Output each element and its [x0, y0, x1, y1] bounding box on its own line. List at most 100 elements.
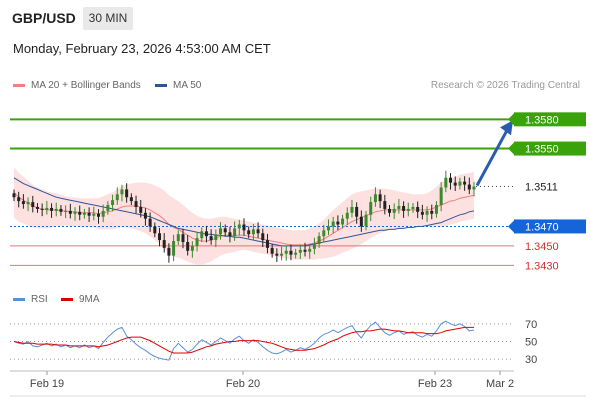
legend-rsi-label: RSI [31, 294, 48, 305]
candle-body [336, 221, 340, 225]
level-label-bg-1.3550 [514, 141, 586, 156]
bollinger-swatch [13, 83, 25, 87]
candle-body [17, 197, 21, 202]
level-label-1.3511: 1.3511 [525, 182, 558, 194]
bollinger-band [14, 167, 474, 265]
level-label-pointer-1.3550 [508, 142, 514, 155]
candle-body [331, 221, 335, 227]
candle-body [78, 211, 82, 215]
candle-body [444, 177, 448, 188]
legend-9ma-label: 9MA [79, 294, 100, 305]
candle-body [463, 181, 467, 185]
candle-body [294, 252, 298, 255]
candle-body [289, 250, 293, 255]
rsi-ma9-line [13, 326, 474, 354]
candle-body [364, 214, 368, 227]
candle-body [430, 210, 434, 214]
candle-body [411, 206, 415, 209]
candle-body [12, 193, 16, 198]
legend-rsi: RSI [13, 294, 48, 305]
candle-body [40, 208, 44, 210]
candle-body [406, 208, 410, 211]
x-tick-label: Feb 20 [226, 378, 260, 390]
candle-body [186, 242, 190, 251]
level-label-bg-1.3580 [514, 112, 586, 127]
candle-body [92, 213, 96, 216]
candle-body [31, 202, 35, 207]
candle-body [167, 247, 171, 256]
level-label-1.3450: 1.3450 [525, 241, 559, 253]
forecast-arrow-shaft [475, 129, 509, 187]
candle-body [256, 229, 260, 234]
candle-body [82, 212, 86, 215]
candle-body [449, 177, 453, 183]
candle-body [87, 212, 91, 216]
candle-body [21, 201, 25, 205]
rsi-swatch [13, 297, 25, 301]
bollinger-band-layer [14, 167, 474, 265]
candle-body [115, 194, 119, 201]
chart-datetime: Monday, February 23, 2026 4:53:00 AM CET [13, 41, 271, 56]
candle-body [50, 207, 54, 211]
candle-body [204, 231, 208, 237]
candle-body [200, 231, 204, 239]
candle-body [308, 248, 312, 252]
candle-body [416, 206, 420, 212]
candles-layer [12, 170, 476, 263]
candle-body [312, 243, 316, 249]
candle-body [153, 226, 157, 234]
level-label-bg-1.3511 [514, 179, 586, 194]
candle-body [111, 200, 115, 206]
level-lines-layer [10, 118, 514, 266]
x-tick-label: Mar 2 [486, 378, 514, 390]
legend-ma50: MA 50 [155, 80, 201, 91]
candle-body [26, 202, 30, 205]
candle-body [45, 207, 49, 210]
level-label-bg-1.3470 [514, 219, 586, 234]
candle-body [359, 216, 363, 227]
candle-body [96, 213, 100, 217]
x-tick-label: Feb 23 [418, 378, 452, 390]
candle-body [280, 253, 284, 256]
top-bar: GBP/USD 30 MIN [0, 0, 590, 36]
credit-text: Research © 2026 Trading Central [430, 80, 580, 91]
x-tick-label: Feb 19 [30, 378, 64, 390]
candle-body [190, 245, 194, 251]
candle-body [251, 229, 255, 235]
timeframe-button[interactable]: 30 MIN [83, 7, 133, 30]
candle-body [181, 234, 185, 243]
candle-body [242, 224, 246, 231]
candle-body [434, 205, 438, 214]
candle-body [228, 232, 232, 237]
candle-body [373, 194, 377, 203]
candle-body [223, 228, 227, 233]
candle-body [392, 208, 396, 213]
candle-body [214, 234, 218, 241]
forecast-arrow-layer [475, 120, 513, 187]
candle-body [162, 240, 166, 248]
candle-body [68, 210, 72, 214]
candle-body [148, 218, 152, 227]
ma9-swatch [61, 297, 73, 301]
level-label-1.3550: 1.3550 [525, 144, 559, 156]
candle-body [350, 206, 354, 213]
rsi-panel: 70 50 30 [10, 319, 537, 366]
candle-body [247, 230, 251, 235]
candle-body [195, 238, 199, 246]
candle-body [298, 249, 302, 253]
candle-body [270, 247, 274, 254]
rsi-tick-50: 50 [525, 337, 537, 349]
candle-body [139, 206, 143, 213]
candle-body [106, 205, 110, 211]
candle-body [233, 228, 237, 237]
candle-body [261, 233, 265, 241]
candle-body [425, 210, 429, 215]
level-label-1.3470: 1.3470 [525, 221, 559, 233]
candle-body [125, 189, 129, 198]
symbol-title: GBP/USD [12, 10, 76, 26]
rsi-tick-70: 70 [525, 319, 537, 331]
candle-body [35, 206, 39, 209]
level-label-pointer-1.3580 [508, 113, 514, 126]
candle-body [134, 201, 138, 207]
